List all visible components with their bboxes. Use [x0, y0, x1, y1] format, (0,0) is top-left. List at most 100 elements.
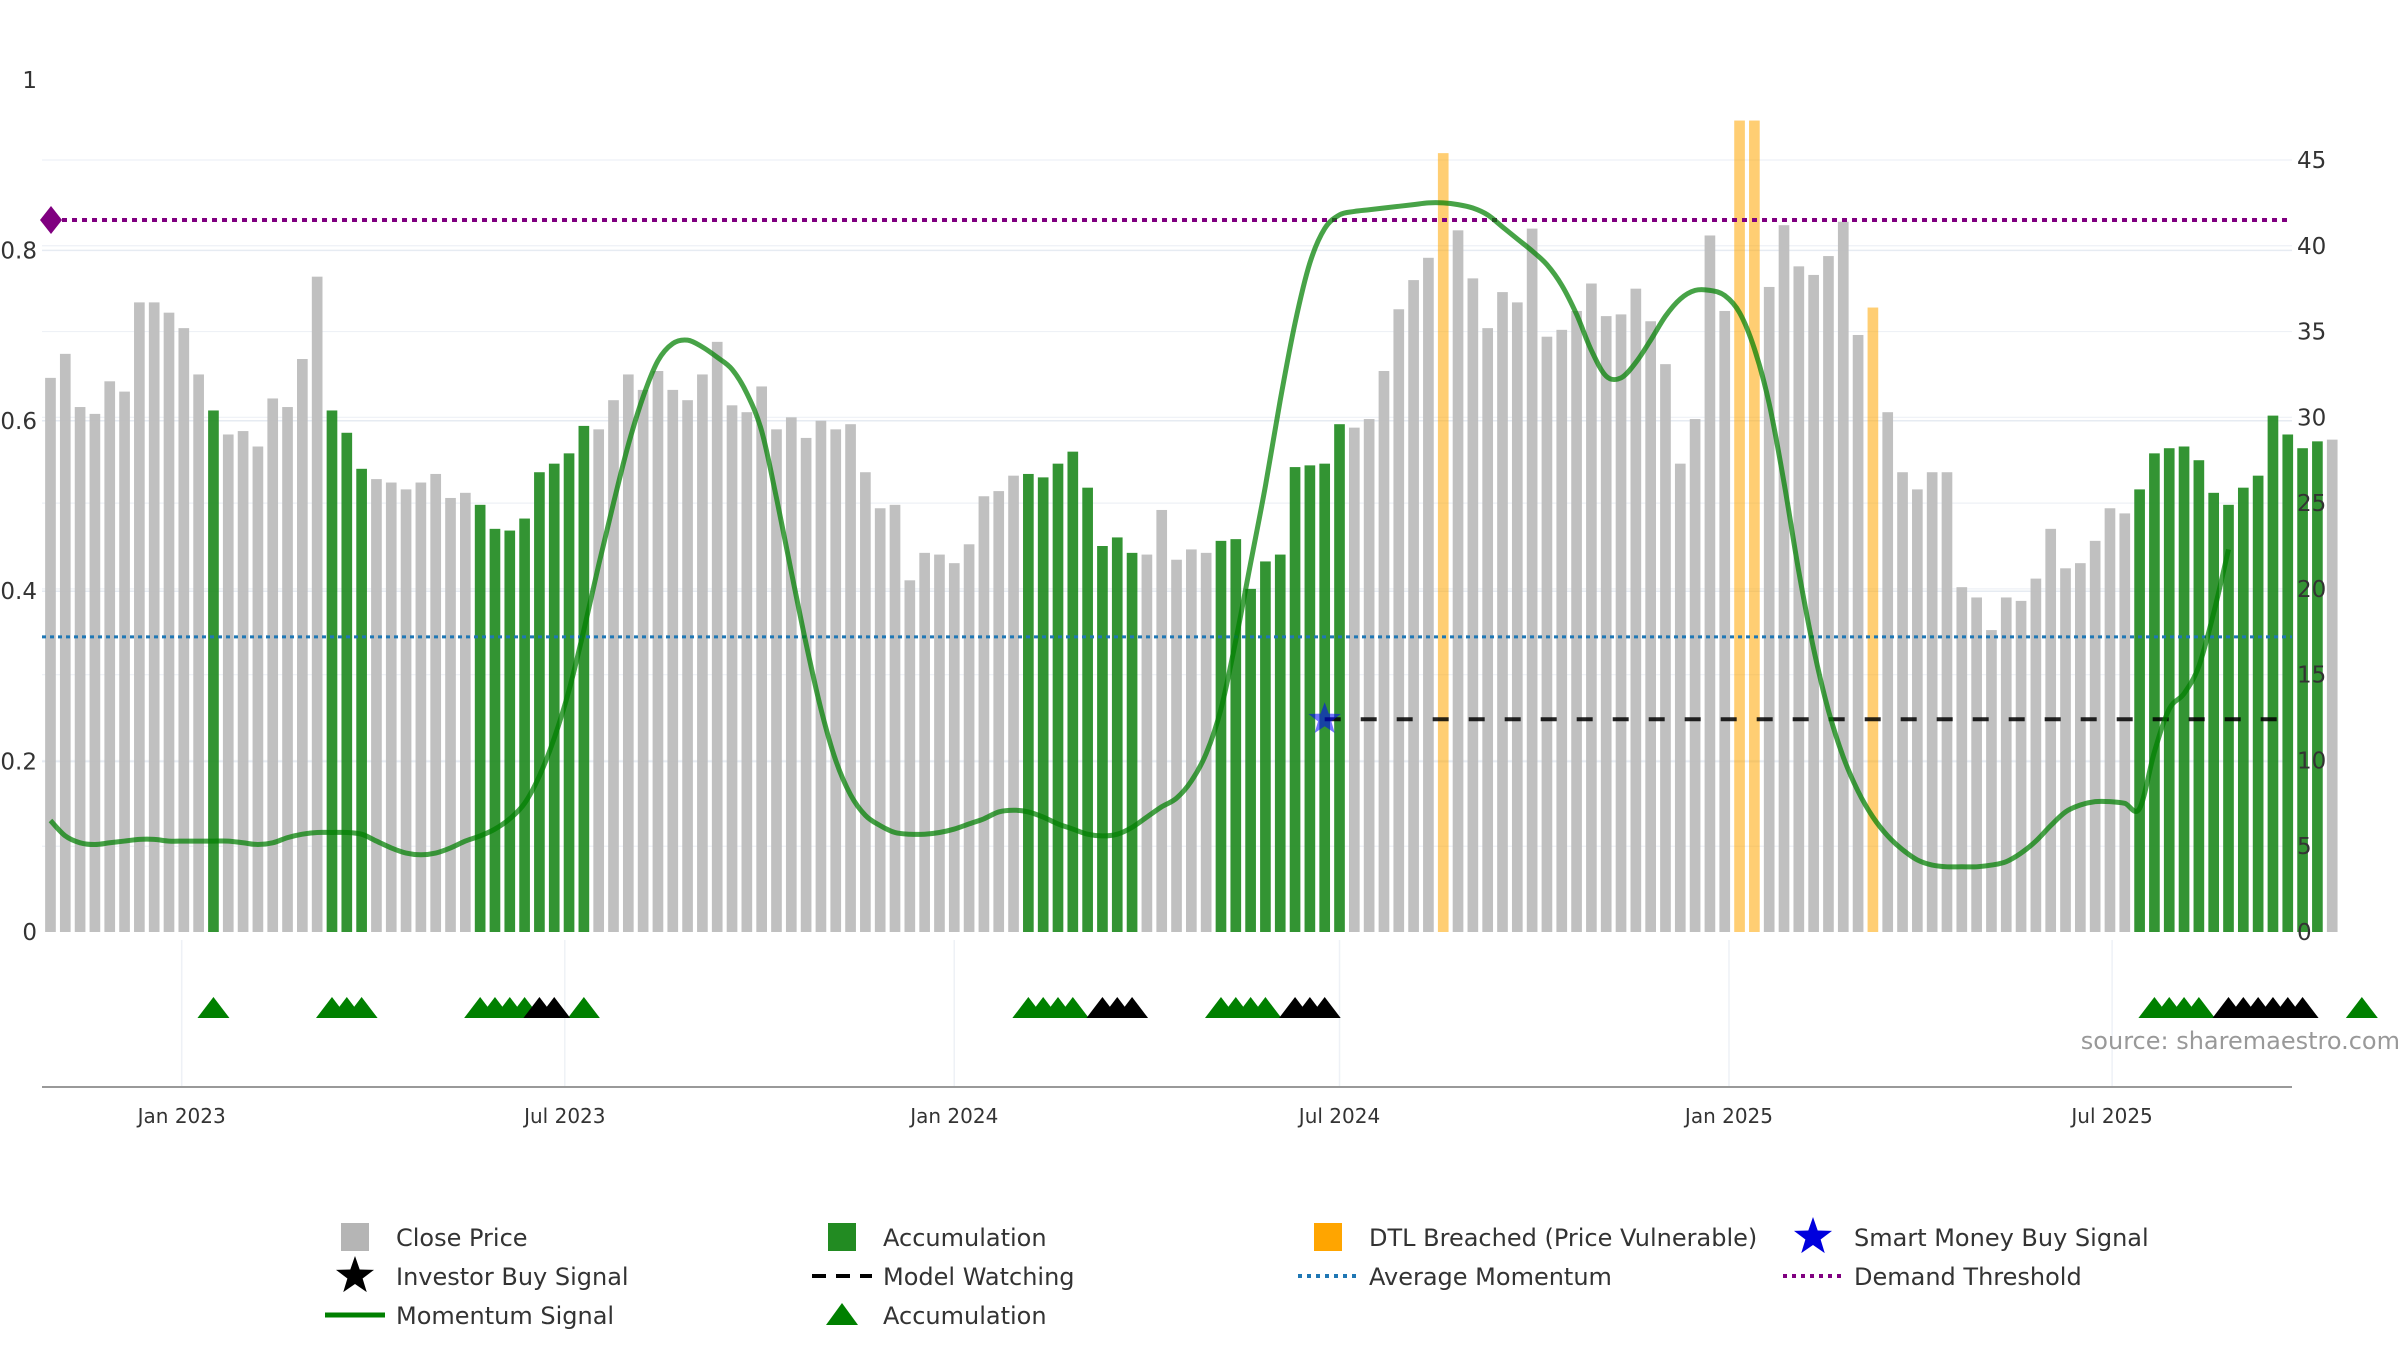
close-price-bar — [1423, 257, 1434, 933]
close-price-bar — [1763, 286, 1775, 932]
close-price-bar — [2089, 540, 2101, 932]
signal-markers — [197, 702, 2378, 1018]
close-price-bar — [637, 389, 649, 933]
close-price-bar — [430, 473, 442, 932]
accumulation-marker — [1249, 997, 1282, 1018]
close-price-bar — [1882, 412, 1894, 933]
close-price-bar — [282, 407, 293, 932]
accumulation-bar — [1097, 546, 1108, 932]
accumulation-bar — [1245, 588, 1256, 932]
close-price-bar — [1363, 419, 1375, 932]
close-price-bar — [815, 420, 827, 932]
accumulation-marker — [197, 997, 230, 1018]
demand-threshold-diamond — [40, 206, 62, 235]
close-price-bar — [104, 381, 116, 933]
close-price-bar — [948, 563, 960, 932]
legend-swatch-triangle — [826, 1303, 858, 1325]
right-tick-label: 10 — [2297, 748, 2326, 774]
accumulation-bar — [2208, 492, 2220, 932]
close-price-bar — [1926, 472, 1938, 932]
close-price-bar — [237, 431, 249, 932]
signal-lines — [40, 200, 2292, 870]
close-price-bar — [1941, 472, 1953, 932]
close-price-bar — [193, 374, 204, 932]
right-tick-label: 15 — [2297, 663, 2326, 689]
legend-swatch-star — [335, 1256, 375, 1293]
close-price-bar — [1808, 274, 1819, 932]
close-price-bar — [400, 489, 412, 932]
accumulation-bar — [2193, 460, 2205, 932]
close-price-bar — [2030, 578, 2042, 932]
accumulation-marker — [1056, 997, 1089, 1018]
close-price-bar — [934, 554, 945, 932]
accumulation-bar — [578, 425, 590, 932]
close-price-bar — [593, 429, 605, 932]
accumulation-bar — [1230, 539, 1242, 932]
close-price-bar — [148, 302, 160, 932]
close-price-bar — [1452, 230, 1464, 933]
accumulation-bar — [2134, 489, 2145, 932]
source-label: source: sharemaestro.com — [2081, 1027, 2400, 1055]
accumulation-bar — [2282, 434, 2294, 932]
accumulation-bar — [341, 432, 353, 932]
accumulation-bar — [2149, 453, 2160, 932]
accumulation-bar — [534, 472, 545, 932]
legend-label: Accumulation — [883, 1302, 1047, 1330]
close-price-bar — [1526, 228, 1538, 933]
x-tick-label: Jan 2024 — [908, 1104, 998, 1128]
accumulation-bar — [519, 518, 530, 932]
right-tick-label: 5 — [2297, 834, 2312, 860]
accumulation-marker — [2182, 997, 2215, 1018]
close-price-bar — [889, 504, 901, 932]
accumulation-bar — [1067, 451, 1079, 932]
close-price-bar — [1467, 278, 1479, 933]
accumulation-bar — [326, 410, 338, 933]
accumulation-bar — [2163, 448, 2175, 932]
close-price-bar — [904, 580, 916, 932]
close-price-bar — [1511, 302, 1523, 932]
close-price-bar — [800, 437, 812, 932]
accumulation-bar — [1052, 463, 1064, 932]
right-tick-label: 20 — [2297, 577, 2326, 603]
legend-label: Average Momentum — [1369, 1263, 1612, 1291]
close-price-bar — [1823, 256, 1834, 932]
close-price-bar — [1156, 509, 1168, 932]
accumulation-bar — [1289, 467, 1301, 932]
close-price-bar — [385, 482, 397, 932]
close-price-bar — [1778, 225, 1790, 933]
close-price-bar — [726, 405, 738, 932]
close-price-bar — [963, 544, 975, 932]
close-price-bar — [1348, 427, 1360, 932]
close-price-bar — [134, 302, 145, 932]
close-price-bar — [771, 429, 782, 932]
right-tick-label: 45 — [2297, 148, 2326, 174]
close-price-bar — [1837, 221, 1849, 932]
investor-buy-marker — [538, 997, 571, 1018]
close-price-bar — [1141, 554, 1153, 932]
x-tick-label: Jul 2023 — [522, 1104, 605, 1128]
accumulation-bar — [548, 463, 560, 932]
close-price-bar — [163, 312, 175, 932]
close-price-bar — [1971, 597, 1982, 932]
accumulation-bar — [2237, 487, 2249, 932]
close-price-bar — [2060, 568, 2071, 932]
close-price-bar — [860, 472, 871, 932]
left-tick-label: 1 — [22, 68, 37, 94]
close-price-bar — [2045, 528, 2057, 932]
close-price-bar — [667, 389, 679, 933]
close-price-bar — [1660, 364, 1671, 932]
investor-buy-marker — [1308, 997, 1341, 1018]
close-price-bar — [1008, 475, 1019, 932]
price-bars — [45, 120, 2338, 933]
close-price-bar — [1852, 334, 1864, 932]
legend-label: Investor Buy Signal — [396, 1263, 629, 1291]
dtl-breached-bar — [1749, 120, 1760, 932]
dtl-breached-bar — [1734, 120, 1745, 932]
legend-label: DTL Breached (Price Vulnerable) — [1369, 1224, 1757, 1252]
accumulation-marker — [567, 997, 600, 1018]
close-price-bar — [1186, 549, 1197, 932]
smart-money-buy-star — [1308, 702, 1341, 734]
close-price-bar — [1897, 472, 1908, 932]
